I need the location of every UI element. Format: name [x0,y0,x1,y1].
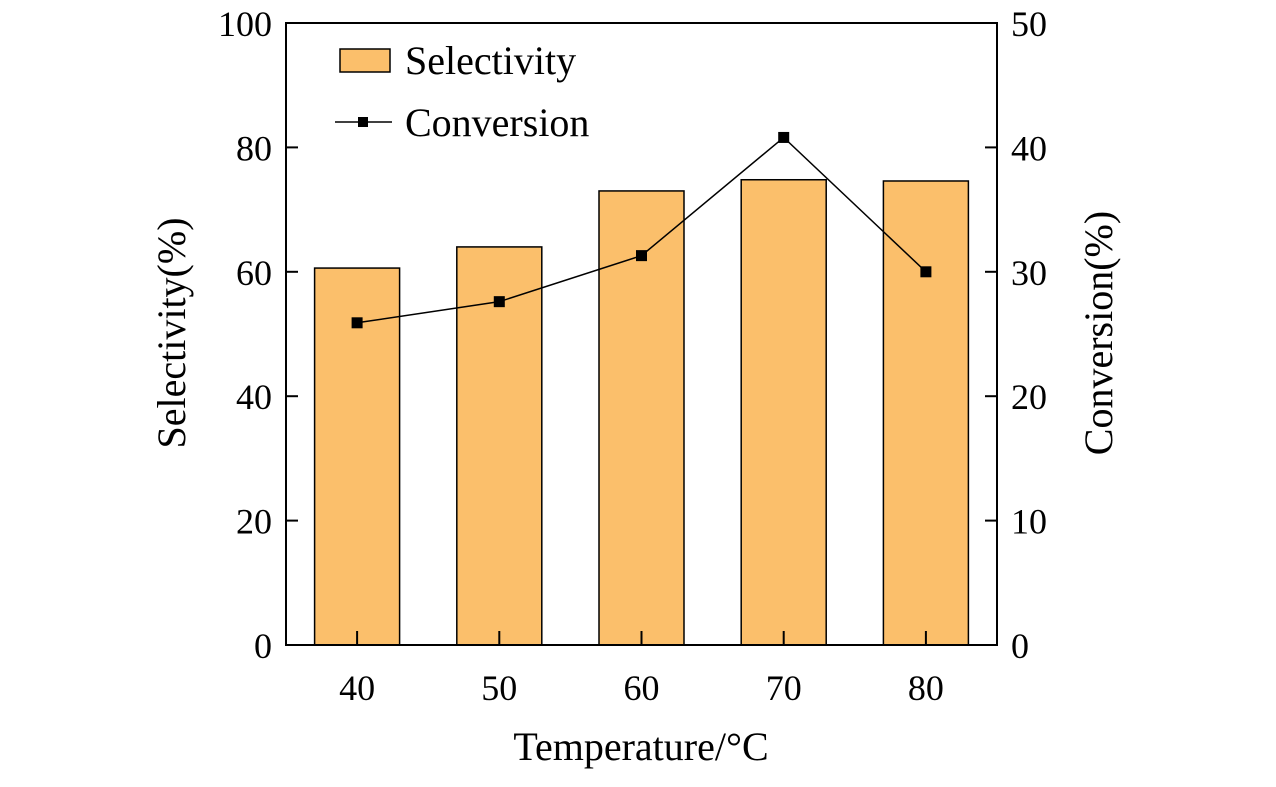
bar-group [313,178,970,646]
legend-marker-conversion [358,117,368,127]
bar-selectivity-50 [456,246,543,646]
y-tick-label-left: 60 [236,253,272,293]
legend-swatch-selectivity [339,48,391,73]
y-tick-label-right: 50 [1011,4,1047,44]
y-tick-label-left: 100 [218,4,272,44]
y-tick-label-right: 40 [1011,128,1047,168]
y-tick-label-left: 40 [236,377,272,417]
point-conversion-80 [920,266,932,278]
point-conversion-70 [778,131,790,143]
bar-selectivity-70 [740,178,827,646]
legend-label-conversion: Conversion [405,100,589,145]
y-tick-label-right: 0 [1011,626,1029,666]
bar-selectivity-60 [598,190,685,646]
bar-selectivity-80 [882,180,970,646]
y-tick-label-right: 10 [1011,502,1047,542]
y-tick-label-left: 20 [236,502,272,542]
point-conversion-40 [351,317,363,329]
point-conversion-50 [493,296,505,308]
y-tick-label-right: 30 [1011,253,1047,293]
x-tick-label: 40 [339,668,375,708]
x-tick-label: 80 [908,668,944,708]
x-tick-label: 70 [766,668,802,708]
y-tick-label-right: 20 [1011,377,1047,417]
bar-selectivity-40 [313,267,401,646]
point-conversion-60 [636,250,647,262]
legend-label-selectivity: Selectivity [405,38,576,83]
y-axis-title-left: Selectivity(%) [149,217,194,448]
x-tick-label: 50 [481,668,517,708]
x-axis-title: Temperature/°C [513,724,768,769]
y-tick-label-left: 0 [254,626,272,666]
y-axis-title-right: Conversion(%) [1076,211,1121,455]
x-tick-label: 60 [624,668,660,708]
axes: 0 20 40 60 80 100 0 10 20 30 40 50 40 50 60 70 80 [218,4,1047,708]
legend: Selectivity Conversion [335,38,589,145]
y-tick-label-left: 80 [236,128,272,168]
conversion-line-group [351,131,932,329]
